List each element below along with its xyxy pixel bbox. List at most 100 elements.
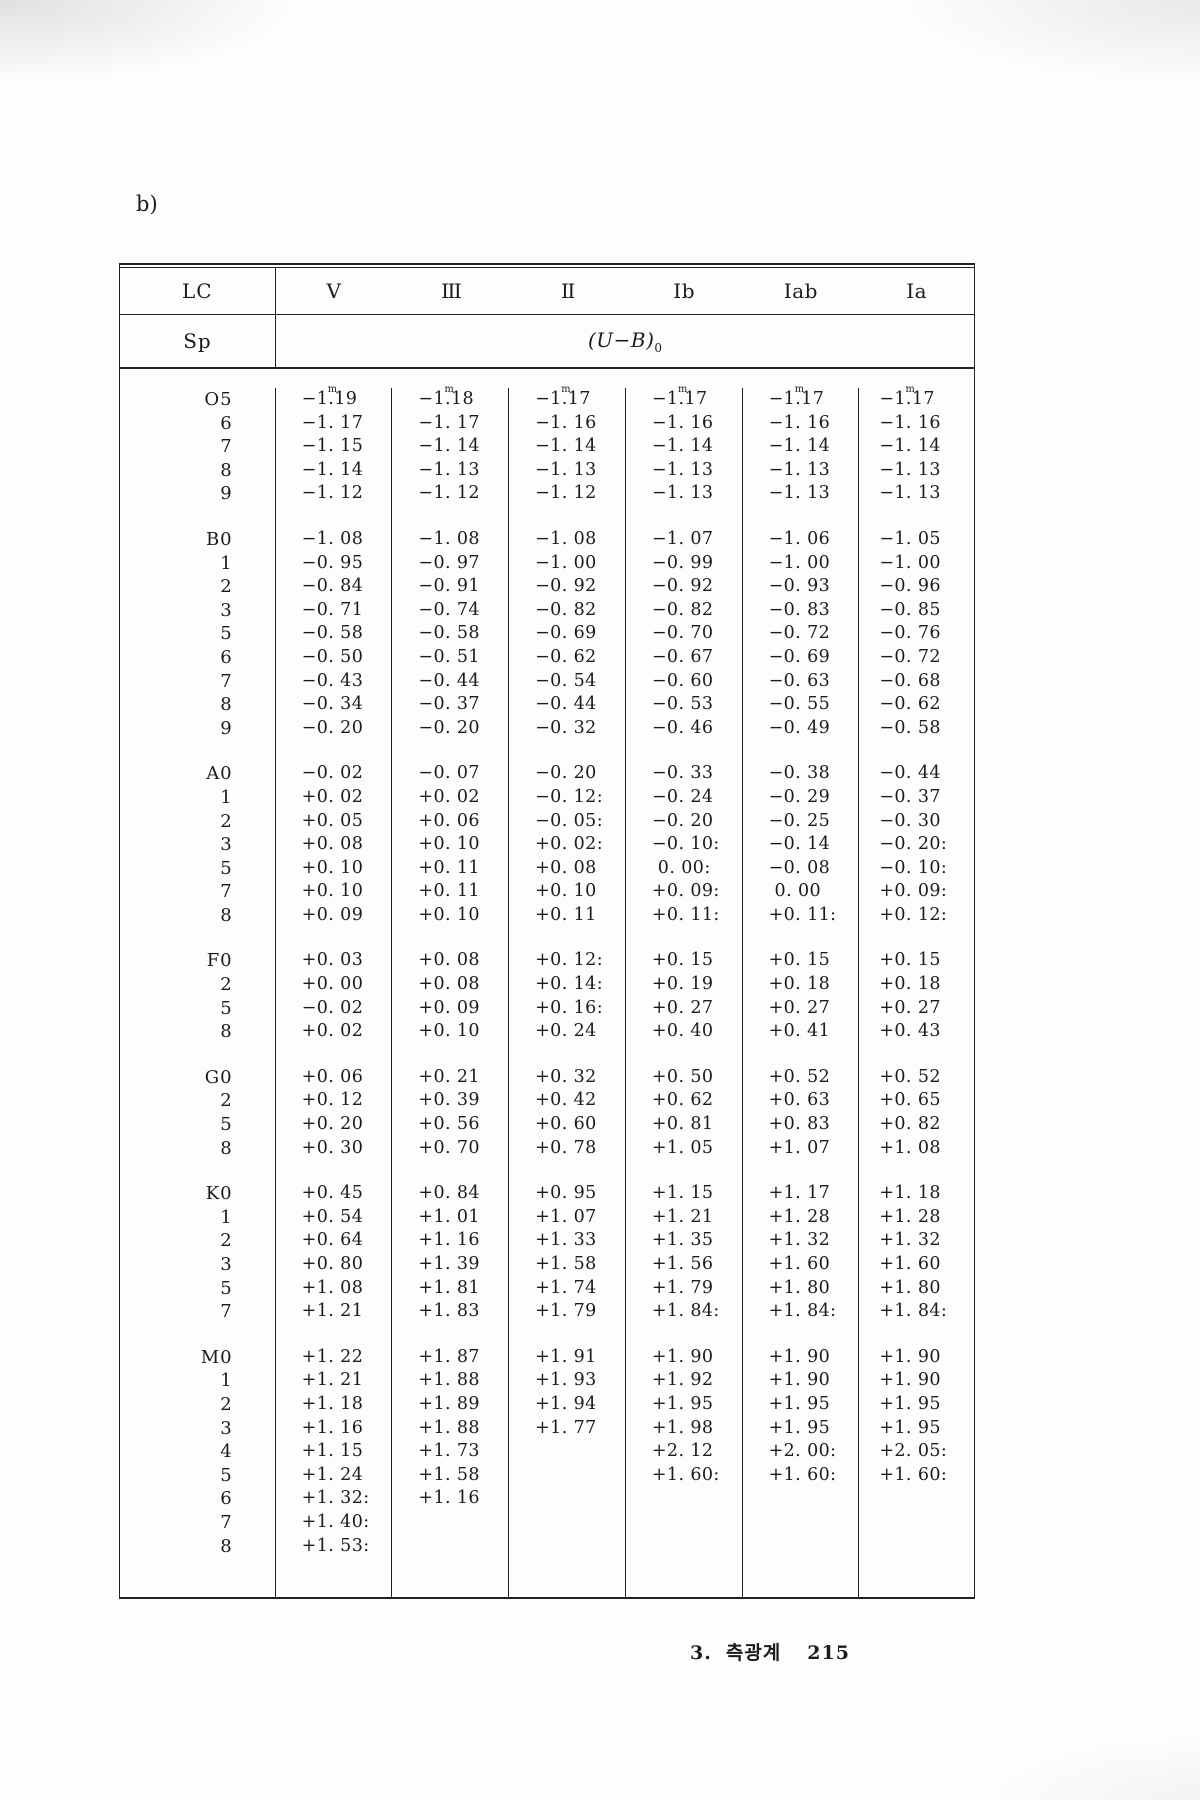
table-cell: +0. 15	[768, 950, 831, 971]
table-cell: 3	[220, 1417, 233, 1439]
group-gap	[859, 1324, 974, 1346]
table-cell: +1. 79	[651, 1277, 714, 1298]
table-cell: −1. 13	[879, 459, 941, 480]
table-cell: +0. 02	[418, 786, 480, 807]
table-cell: 5	[220, 1277, 233, 1299]
table-cell: +0. 43	[879, 1021, 941, 1042]
group-gap	[626, 1324, 742, 1346]
table-cell: +0. 21	[418, 1066, 480, 1087]
table-cell: −0. 70	[651, 623, 714, 644]
table-cell: +1. 58	[535, 1254, 597, 1274]
table-cell: +1. 80	[879, 1277, 941, 1298]
footer-section-number: 3.	[690, 1642, 712, 1664]
table-cell: +1. 60:	[879, 1464, 948, 1485]
table-cell: +0. 27	[768, 997, 831, 1018]
table-cell	[743, 1487, 859, 1511]
table-cell: +0. 52	[768, 1066, 831, 1087]
table-cell: +1. 95	[768, 1393, 831, 1414]
table-cell	[859, 1487, 974, 1511]
table-cell: −0. 96	[879, 576, 941, 597]
group-gap	[392, 927, 508, 949]
table-cell: +2. 00:	[768, 1441, 837, 1462]
table-cell: +1. 98	[651, 1417, 714, 1438]
table-cell: −0. 02	[301, 763, 364, 784]
table-cell: −0. 71	[301, 599, 364, 620]
table-cell: −1. m 17	[768, 384, 825, 409]
table-cell: 2	[220, 810, 233, 832]
top-double-rule	[120, 267, 974, 268]
table-cell: +1. 92	[651, 1370, 714, 1391]
table-cell: +0. 14:	[535, 974, 603, 995]
group-gap	[743, 1044, 859, 1066]
table-cell: −1. m 17	[879, 384, 935, 409]
table-body: O5 6 7 8 9 B0 1 2 3 5 6 7 8 9 A0 1 2 3 5 7 8 F0 2 5 8 G0 2 5 8 K0 1 2 3 5…	[120, 369, 974, 1597]
table-cell: −1. 12	[535, 483, 597, 504]
table-cell: −0. 63	[768, 670, 831, 691]
table-cell: −1. m 17	[651, 384, 708, 409]
table-cell: −1. 05	[879, 528, 941, 549]
table-cell: +1. 01	[418, 1206, 480, 1227]
table-cell: −0. 29	[768, 786, 831, 807]
table-cell: +1. 16	[301, 1417, 364, 1438]
table-cell: 8	[220, 1021, 233, 1043]
value-column: −1. m 17 −1. 16 −1. 14 −1. 13 −1. 13 −1. 06 −1. …	[743, 384, 860, 1597]
table-cell: +0. 02	[301, 1021, 364, 1042]
group-gap	[276, 1160, 392, 1182]
table-cell: +0. 10	[418, 834, 480, 855]
table-cell: −0. 20	[301, 717, 364, 738]
row-header-sp: Sp	[120, 315, 276, 367]
table-cell: −1. 14	[418, 436, 480, 457]
table-cell: 5	[220, 997, 233, 1019]
table-cell: +1. 33	[535, 1230, 597, 1251]
table-cell: +1. 95	[651, 1393, 714, 1414]
table-cell: +0. 54	[301, 1206, 364, 1227]
table-cell: +1. 79	[535, 1301, 597, 1322]
table-cell: −1. m 18	[418, 384, 475, 409]
table-cell: 3	[220, 834, 233, 856]
table-cell: +1. 95	[879, 1393, 941, 1414]
table-cell: −0. 14	[768, 834, 831, 855]
group-gap	[859, 1160, 974, 1182]
table-cell: −0. 92	[535, 576, 597, 597]
table-cell: −1. 14	[879, 436, 941, 457]
table-cell: 2	[220, 576, 233, 598]
table-cell: −1. 07	[651, 528, 714, 549]
table-cell: +0. 95	[535, 1183, 597, 1204]
table-cell	[859, 1511, 974, 1535]
table-cell: −1. m 19	[301, 384, 358, 409]
table-cell: +0. 09:	[879, 881, 948, 902]
table-cell: +0. 08	[301, 834, 364, 855]
table-cell	[392, 1511, 508, 1535]
table-cell: +1. 93	[535, 1370, 597, 1391]
table-cell: 8	[220, 694, 233, 716]
table-cell: +0. 45	[301, 1183, 364, 1204]
table-cell: M0	[200, 1346, 233, 1368]
table-cell: −0. 24	[651, 786, 714, 807]
table-cell: +0. 15	[651, 950, 714, 971]
table-cell: 4	[220, 1441, 233, 1463]
table-cell: −1. 00	[535, 552, 597, 573]
table-cell: 5	[220, 1464, 233, 1486]
table-cell: +1. 58	[418, 1464, 480, 1485]
table-cell: 7	[220, 1301, 233, 1323]
table-cell: A0	[206, 763, 233, 785]
table-cell: −0. 49	[768, 717, 831, 738]
table-cell: −0. 82	[535, 599, 597, 620]
table-cell: −0. 37	[418, 694, 480, 715]
table-cell: +1. 18	[301, 1393, 364, 1414]
group-gap	[392, 1044, 508, 1066]
table-cell: 1	[220, 1370, 233, 1392]
table-cell: −0. 43	[301, 670, 364, 691]
table-cell: +0. 15	[879, 950, 941, 971]
subheader-rule	[120, 367, 974, 369]
table-cell: +0. 39	[418, 1090, 480, 1111]
table-cell: +1. 28	[768, 1206, 831, 1227]
group-gap	[276, 1044, 392, 1066]
table-cell	[509, 1511, 625, 1535]
group-gap	[859, 740, 974, 762]
table-cell: +1. 16	[418, 1230, 480, 1251]
table-cell	[743, 1535, 859, 1559]
table-cell: +0. 09:	[651, 881, 720, 902]
table-cell: −0. 72	[768, 623, 831, 644]
col-header-iii: III	[441, 279, 462, 303]
